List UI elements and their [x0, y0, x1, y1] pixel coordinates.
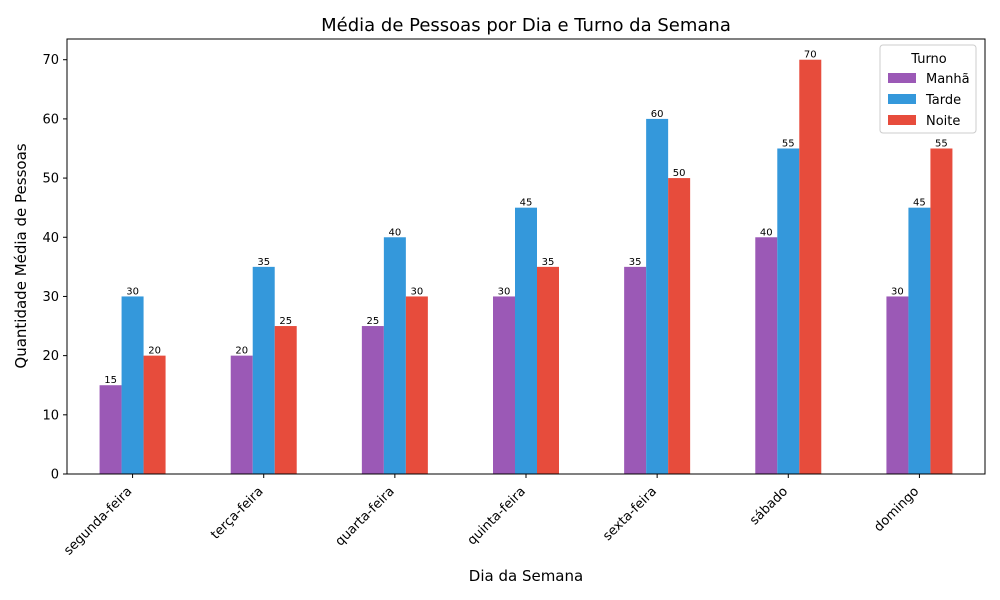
legend-label: Noite — [926, 114, 960, 129]
bar-value-label: 30 — [410, 286, 423, 297]
bar-value-label: 45 — [913, 198, 926, 209]
y-axis-label: Quantidade Média de Pessoas — [12, 143, 30, 368]
bar-Manhã-quinta-feira — [493, 296, 515, 474]
bar-Manhã-domingo — [886, 296, 909, 474]
x-axis-label: Dia da Semana — [469, 567, 583, 585]
y-tick-label: 70 — [42, 53, 59, 68]
x-axis: segunda-feira terça-feira quarta-feira quin… — [61, 474, 922, 558]
bar-value-label: 30 — [126, 286, 139, 297]
y-tick-label: 60 — [42, 112, 59, 127]
bar-Noite-quarta-feira — [405, 296, 428, 474]
x-tick-label: domingo — [871, 484, 922, 535]
legend-swatch-Tarde — [888, 94, 916, 104]
legend-label: Manhã — [926, 72, 970, 87]
bar-Manhã-sexta-feira — [624, 266, 647, 474]
bar-value-label: 30 — [891, 286, 904, 297]
bar-value-label: 45 — [520, 198, 533, 209]
bar-Noite-terça-feira — [274, 326, 297, 474]
bar-Noite-domingo — [930, 148, 953, 474]
bar-Tarde-sexta-feira — [646, 118, 669, 475]
x-tick-label: sexta-feira — [600, 484, 660, 544]
bar-value-label: 50 — [673, 168, 686, 179]
bar-Tarde-quarta-feira — [383, 237, 406, 474]
bar-value-label: 40 — [760, 227, 773, 238]
y-tick-label: 0 — [51, 468, 59, 483]
y-tick-label: 20 — [42, 349, 59, 364]
bar-Tarde-domingo — [908, 207, 931, 474]
bar-labels-group: 15 30 20 20 35 25 25 40 30 30 45 35 35 60 50 40 55 70 30 45… — [104, 50, 948, 387]
x-tick-label: sábado — [747, 484, 791, 528]
bars-group — [99, 59, 953, 475]
chart-title: Média de Pessoas por Dia e Turno da Sema… — [321, 15, 731, 36]
bar-value-label: 20 — [148, 346, 161, 357]
bar-value-label: 60 — [651, 109, 664, 120]
bar-Noite-segunda-feira — [143, 355, 166, 474]
y-tick-label: 50 — [42, 172, 59, 187]
y-tick-label: 30 — [42, 290, 59, 305]
bar-value-label: 20 — [235, 346, 248, 357]
x-tick-label: segunda-feira — [61, 484, 135, 558]
y-tick-label: 10 — [42, 408, 59, 423]
legend-label: Tarde — [925, 93, 961, 108]
bar-value-label: 35 — [257, 257, 270, 268]
bar-Manhã-terça-feira — [230, 355, 253, 474]
bar-value-label: 25 — [366, 316, 379, 327]
bar-value-label: 25 — [279, 316, 292, 327]
bar-value-label: 40 — [388, 227, 401, 238]
bar-Tarde-quinta-feira — [515, 207, 537, 474]
bar-value-label: 70 — [804, 50, 817, 61]
bar-Tarde-segunda-feira — [121, 296, 144, 474]
bar-value-label: 30 — [498, 286, 511, 297]
bar-value-label: 15 — [104, 375, 117, 386]
bar-Noite-quinta-feira — [537, 266, 559, 474]
legend-swatch-Manhã — [888, 73, 916, 83]
legend: Turno Manhã Tarde Noite — [879, 44, 977, 134]
x-tick-label: quinta-feira — [465, 484, 529, 548]
y-axis: 0 10 20 30 40 50 60 70 — [42, 53, 67, 483]
bar-Manhã-quarta-feira — [361, 326, 384, 474]
bar-value-label: 35 — [629, 257, 642, 268]
legend-frame — [879, 44, 977, 134]
legend-swatch-Noite — [888, 115, 916, 125]
bar-Tarde-sábado — [777, 148, 800, 474]
bar-value-label: 55 — [935, 138, 948, 149]
y-tick-label: 40 — [42, 231, 59, 246]
bar-value-label: 55 — [782, 138, 795, 149]
bar-Noite-sábado — [799, 59, 822, 474]
legend-title: Turno — [910, 52, 947, 67]
bar-Tarde-terça-feira — [252, 266, 275, 474]
x-tick-label: quarta-feira — [333, 484, 398, 549]
bar-Manhã-sábado — [755, 237, 778, 474]
bar-Manhã-segunda-feira — [99, 385, 122, 474]
x-tick-label: terça-feira — [208, 484, 266, 542]
bar-value-label: 35 — [542, 257, 555, 268]
bar-Noite-sexta-feira — [668, 178, 691, 474]
